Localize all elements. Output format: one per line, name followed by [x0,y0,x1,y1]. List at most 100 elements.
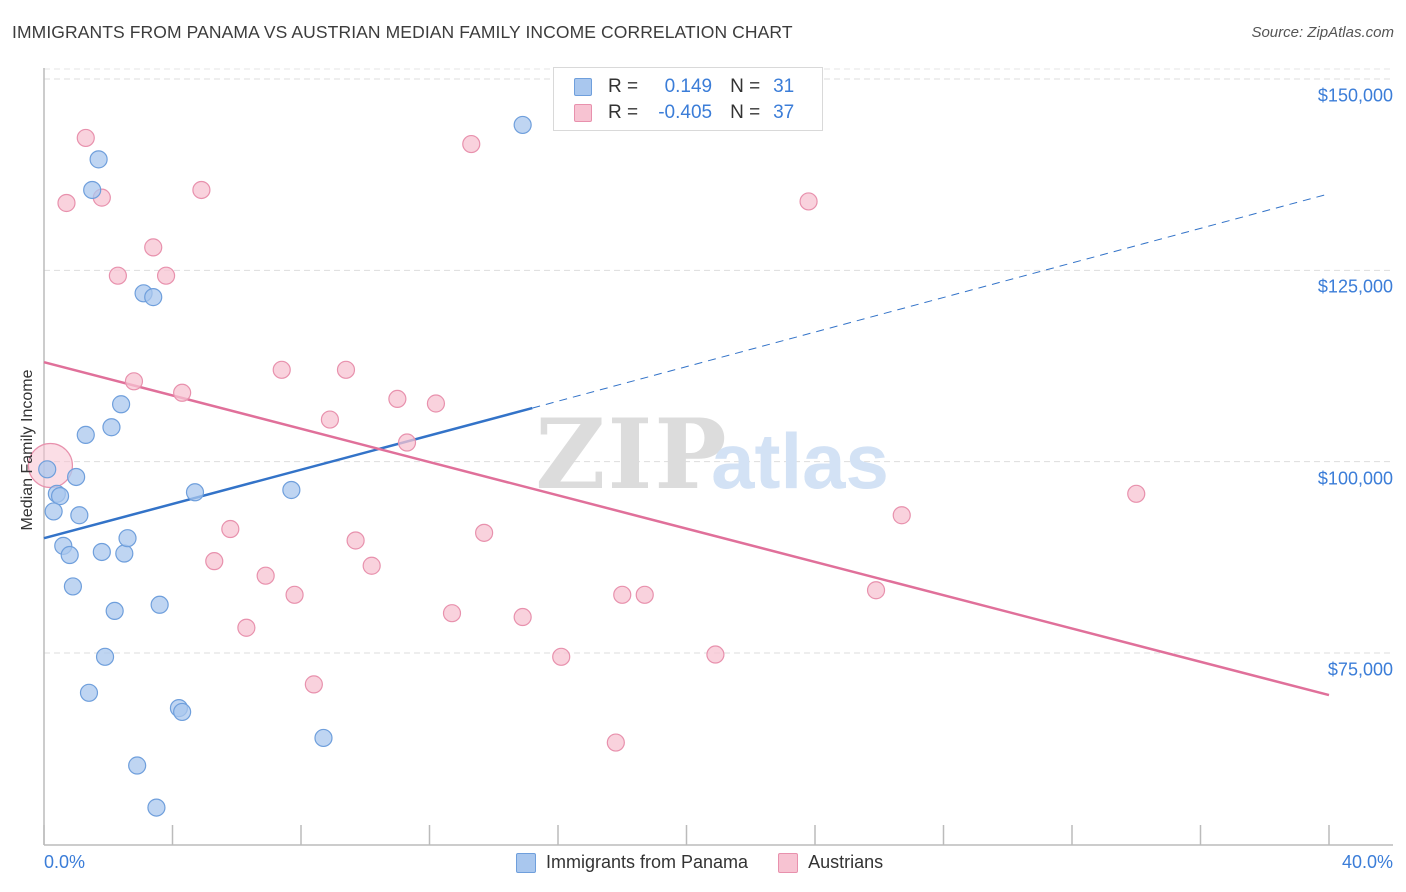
point-panama [173,702,192,722]
point-austrians [426,394,446,413]
point-panama [79,683,99,702]
point-panama [89,150,108,169]
point-austrians [442,604,462,623]
gridlines [44,68,1393,654]
point-austrians [256,566,275,585]
y-tick-label: $75,000 [1327,659,1393,680]
trend-line-panama-extrapolated [532,193,1330,409]
point-austrians [336,360,356,379]
trend-line-austrians [43,360,1330,697]
y-axis-label: Median Family Income [19,369,36,531]
point-austrians [706,645,725,664]
legend-r-label: R = [608,102,639,123]
point-austrians [388,389,407,409]
point-austrians [192,180,211,200]
series-legend-label-panama: Immigrants from Panama [546,852,749,872]
point-panama [147,798,166,817]
legend-row-austrians: R = -0.405 N = 37 [574,100,794,126]
point-austrians [124,372,144,391]
legend-row-panama: R = 0.149 N = 31 [574,74,794,100]
point-austrians [320,410,340,429]
legend-n-label: N = [730,76,761,97]
point-austrians [272,360,291,379]
point-austrians [156,266,176,285]
point-austrians [513,607,532,627]
chart-title: IMMIGRANTS FROM PANAMA VS AUSTRIAN MEDIA… [12,22,793,42]
point-panama [513,115,532,135]
watermark: ZIP atlas [535,398,888,511]
series-legend: Immigrants from Panama Austrians [516,852,913,873]
point-panama [67,467,86,487]
point-austrians [552,647,571,666]
point-panama [111,395,131,414]
watermark-atlas: atlas [711,417,889,505]
legend-swatch-austrians [574,104,592,122]
x-tick-label-max: 40.0% [1341,852,1393,872]
point-austrians [635,585,654,604]
point-panama [70,506,89,525]
legend-r-label: R = [608,76,639,97]
trend-lines [43,193,1330,697]
point-panama [144,288,163,307]
point-panama [115,544,134,563]
point-austrians [173,383,192,402]
point-austrians [57,193,76,213]
legend-r-value-austrians: -0.405 [658,102,713,123]
point-austrians [1127,484,1146,503]
point-panama [95,647,115,666]
point-panama [282,480,301,500]
legend-n-label: N = [730,102,761,123]
point-panama [118,529,137,548]
point-austrians [606,733,625,752]
series-swatch-panama [516,852,536,873]
point-panama [92,542,111,562]
point-austrians [475,523,494,542]
point-panama [105,601,124,621]
y-tick-label: $125,000 [1317,276,1393,297]
point-austrians [462,134,481,154]
legend-r-value-panama: 0.149 [664,76,713,97]
point-panama [150,595,169,614]
point-austrians [799,192,818,211]
point-austrians [285,585,304,604]
point-austrians [221,519,240,539]
y-axis-label-wrap: Median Family Income [16,240,40,660]
point-austrians [205,552,224,571]
point-panama [38,460,57,479]
point-austrians [76,128,95,148]
point-austrians [362,556,381,575]
point-austrians [108,266,127,285]
series-legend-panama: Immigrants from Panama [516,852,748,873]
point-austrians [892,506,911,525]
y-tick-label: $100,000 [1317,468,1393,489]
point-panama [76,425,95,444]
point-panama [63,577,83,596]
point-austrians [866,581,886,600]
point-panama [60,545,79,565]
point-panama [44,502,63,521]
correlation-legend: R = 0.149 N = 31 R = -0.405 N = 37 [553,67,823,131]
point-panama [314,728,333,748]
point-panama [128,756,147,775]
x-tick-label-min: 0.0% [44,852,86,872]
trend-line-panama [43,406,533,540]
point-panama [102,418,121,437]
chart-source: Source: ZipAtlas.com [1251,24,1394,41]
legend-n-value-panama: 31 [773,76,795,97]
point-austrians [613,585,632,604]
y-tick-label: $150,000 [1317,85,1393,106]
point-austrians [397,433,417,452]
series-legend-label-austrians: Austrians [808,852,884,872]
point-austrians [237,618,256,637]
series-swatch-austrians [778,852,799,873]
data-points [27,115,1146,817]
point-panama [185,483,205,502]
legend-n-value-austrians: 37 [773,102,795,123]
series-legend-austrians: Austrians [778,852,883,873]
point-panama [50,487,70,506]
point-austrians [346,531,365,550]
legend-swatch-panama [574,78,592,96]
point-austrians [304,675,323,694]
watermark-zip: ZIP [535,398,728,511]
